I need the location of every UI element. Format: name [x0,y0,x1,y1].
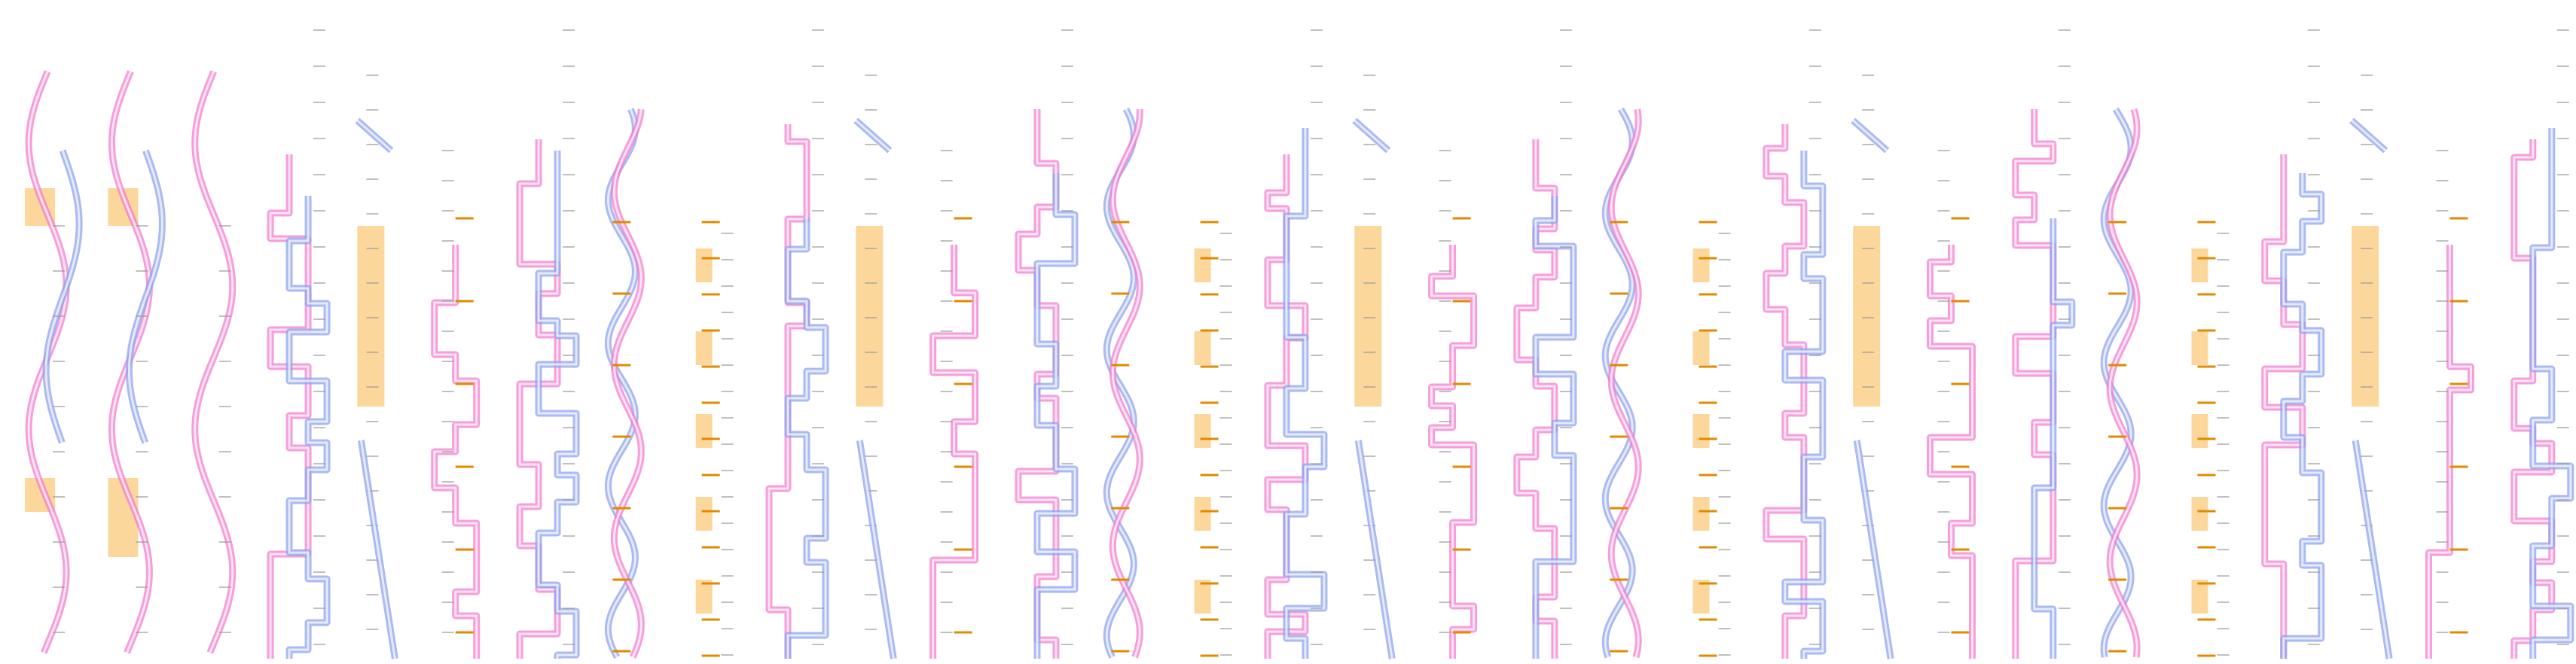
range-box [695,580,713,614]
track-highlight [858,440,895,659]
track-highlight [2427,245,2472,659]
track-highlight [1105,108,1135,658]
track-highlight [1515,139,1556,659]
range-box [357,226,385,407]
range-box [1692,580,1710,614]
track-highlight [1852,119,1888,152]
track-highlight [1534,196,1575,659]
track-highlight [2014,109,2055,659]
track-highlight [932,245,977,659]
track-highlight [612,108,642,658]
range-box [695,414,713,448]
track-highlight [1354,119,1390,152]
track-highlight [537,151,578,659]
track [1109,108,1143,659]
range-box [856,226,884,407]
range-box [1194,248,1211,282]
track-highlight [356,119,392,152]
track-highlight [1855,440,1892,659]
track-highlight [2108,108,2138,658]
track-highlight [288,196,328,659]
track-highlight [768,124,808,659]
range-box [108,478,139,557]
track-highlight [606,108,636,658]
range-box [2191,497,2208,531]
track-highlight [1036,173,1076,659]
track-highlight [2263,154,2304,659]
range-box [1194,497,1211,531]
range-box [2191,580,2208,614]
track-highlight [1285,128,1326,659]
range-box [695,497,713,531]
track-highlight [269,154,310,659]
range-box [2352,226,2379,407]
track-highlight [2532,128,2572,659]
track-highlight [2033,218,2074,659]
track [191,70,237,654]
range-box [695,331,713,365]
range-box [1692,331,1710,365]
range-box [1194,580,1211,614]
track-highlight [1784,151,1824,659]
track-highlight [1765,124,1805,659]
track [267,154,312,659]
track-highlight [2282,173,2323,659]
track-highlight [1357,440,1393,659]
track-highlight [44,150,81,443]
track-highlight [1929,245,1974,659]
track-highlight [786,218,827,659]
range-box [1194,331,1211,365]
track-highlight [1610,108,1640,658]
track-highlight [1111,108,1141,658]
range-box [2191,414,2208,448]
track-highlight [855,119,891,152]
track-highlight [433,245,478,659]
range-box [1692,497,1710,531]
track-highlight [127,150,163,443]
range-box [1354,226,1382,407]
track-highlight [359,440,396,659]
track-highlight [2351,119,2387,152]
range-box [695,248,713,282]
range-box [2191,248,2208,282]
track-highlight [1430,245,1476,659]
range-box [1692,414,1710,448]
range-box [1194,414,1211,448]
range-box [1853,226,1881,407]
track-highlight [2354,440,2391,659]
track-highlight [194,71,234,653]
range-box [1692,248,1710,282]
range-box [2191,331,2208,365]
